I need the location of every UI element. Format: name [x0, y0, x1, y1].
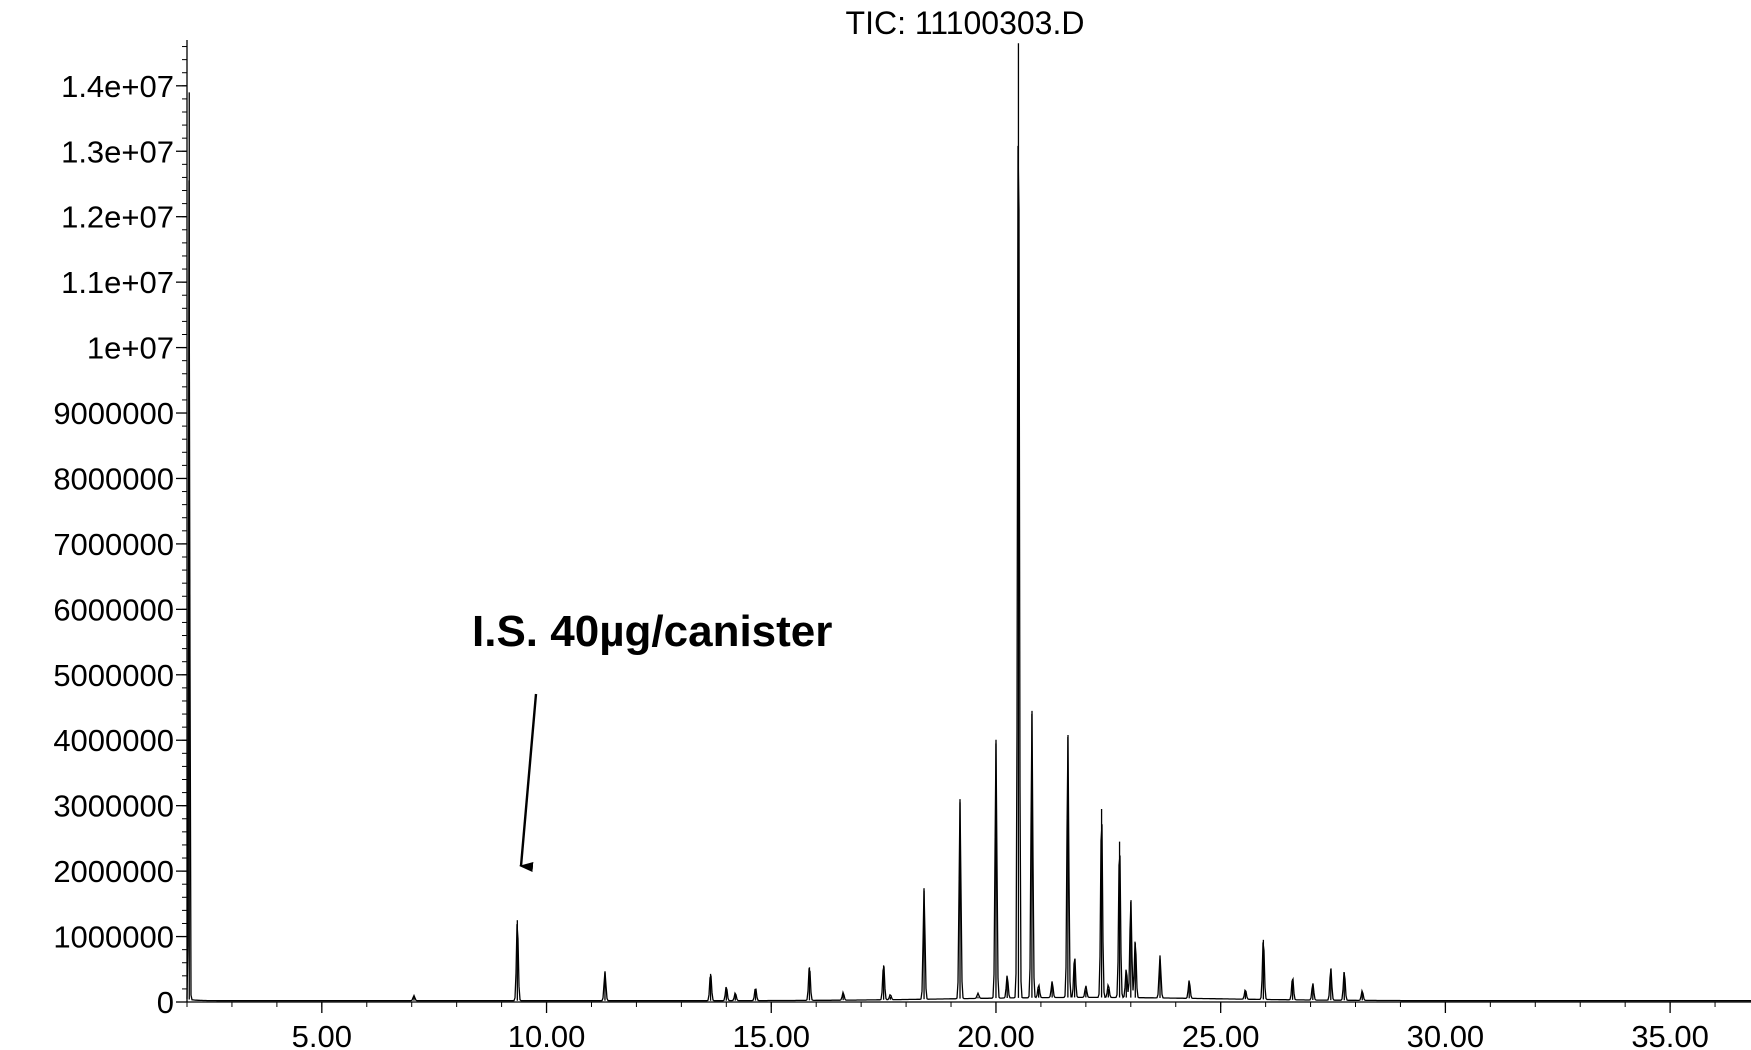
x-axis-ticks: 5.00 10.00 15.00 20.00 25.00 30.00 35.00 [186, 1002, 1716, 1050]
axes [186, 40, 1751, 1003]
y-tick-label: 3000000 [53, 789, 174, 824]
tic-trace [186, 145, 1751, 1002]
x-tick-label: 30.00 [1407, 1019, 1485, 1050]
peak-marks [188, 43, 1363, 1001]
y-tick-label: 1000000 [53, 920, 174, 955]
y-tick-label: 4000000 [53, 723, 174, 758]
x-tick-label: 35.00 [1631, 1019, 1709, 1050]
y-tick-label: 6000000 [53, 592, 174, 627]
y-axis-ticks: 0 1000000 2000000 3000000 4000000 5000000 6000… [53, 46, 187, 1020]
y-tick-label: 1.1e+07 [61, 265, 174, 300]
y-tick-label: 9000000 [53, 396, 174, 431]
chart-title: TIC: 11100303.D [846, 5, 1085, 41]
internal-standard-annotation: I.S. 40µg/canister [472, 607, 832, 656]
y-tick-label: 8000000 [53, 461, 174, 496]
y-tick-label: 1e+07 [87, 331, 174, 366]
y-tick-label: 0 [157, 985, 174, 1020]
y-tick-label: 5000000 [53, 658, 174, 693]
annotation-layer: I.S. 40µg/canister [472, 607, 832, 873]
x-tick-label: 25.00 [1182, 1019, 1260, 1050]
y-tick-label: 1.4e+07 [61, 69, 174, 104]
x-tick-label: 20.00 [957, 1019, 1035, 1050]
y-tick-label: 1.2e+07 [61, 200, 174, 235]
x-tick-label: 10.00 [508, 1019, 586, 1050]
x-tick-label: 5.00 [292, 1019, 352, 1050]
y-tick-label: 7000000 [53, 527, 174, 562]
y-tick-label: 2000000 [53, 854, 174, 889]
x-tick-label: 15.00 [732, 1019, 810, 1050]
y-tick-label: 1.3e+07 [61, 134, 174, 169]
annotation-arrow [519, 693, 538, 873]
